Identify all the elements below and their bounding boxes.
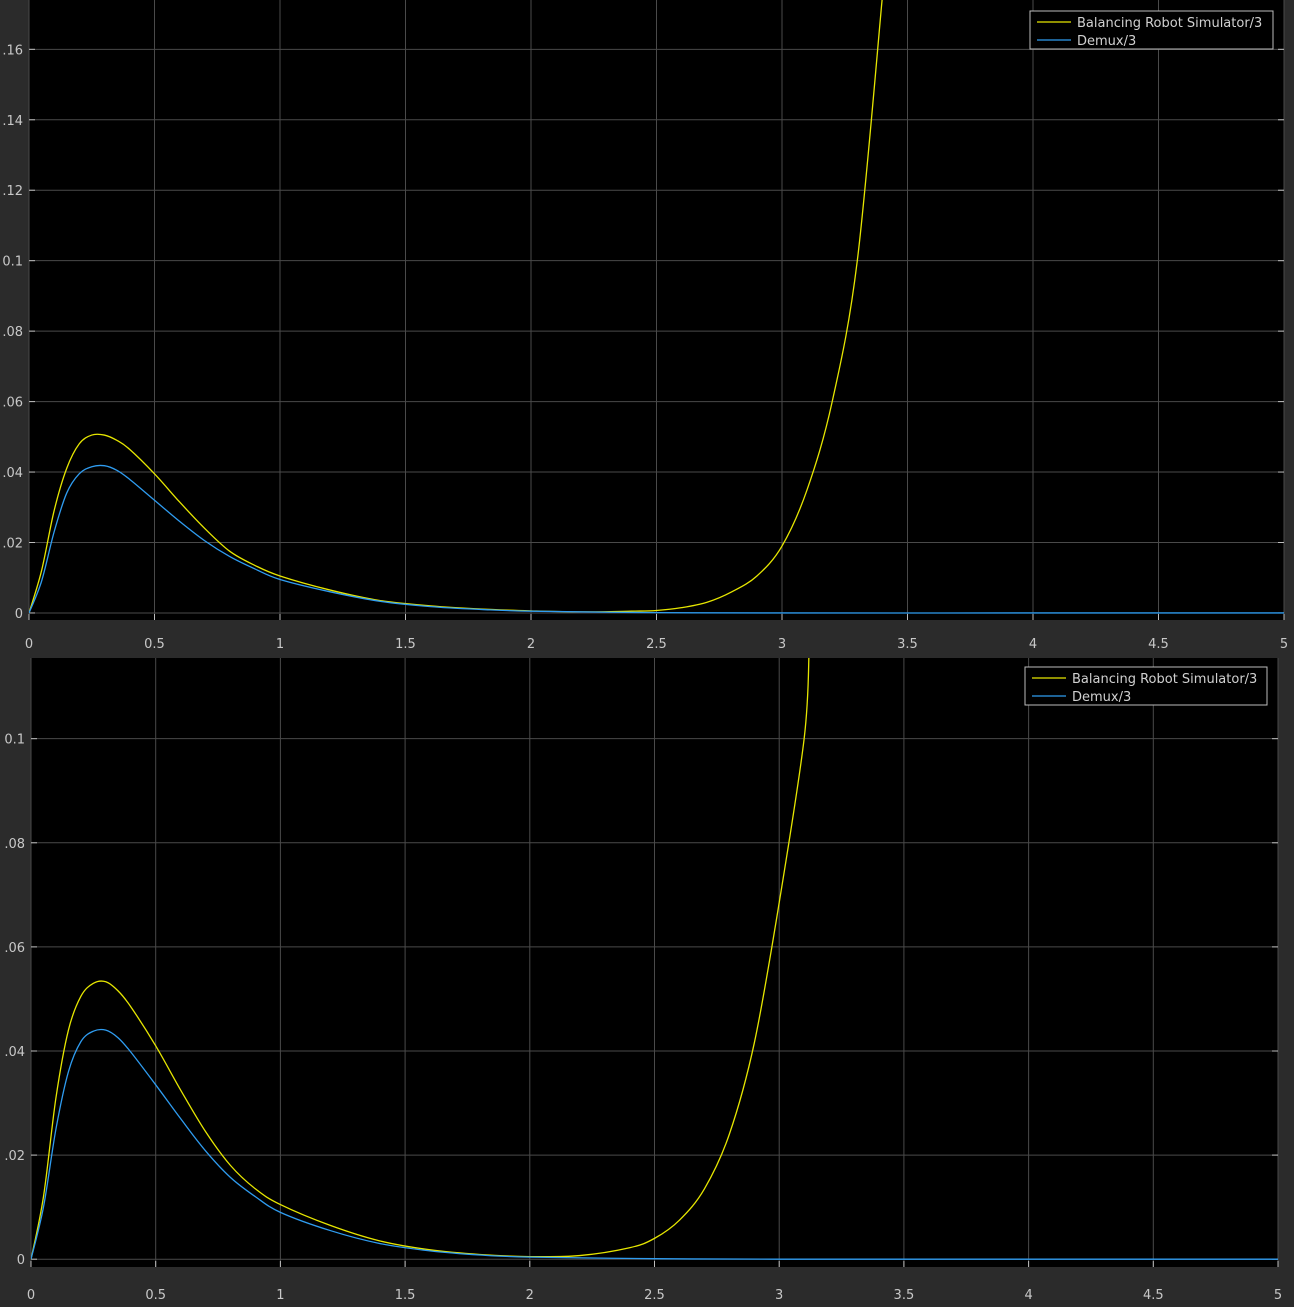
x-tick-label: 3 [775,1288,783,1303]
x-tick-label: 4 [1029,637,1037,652]
x-tick-label: 0.5 [144,637,165,652]
y-tick-label: .02 [2,537,23,552]
legend-label: Balancing Robot Simulator/3 [1072,672,1257,687]
y-tick-label: .16 [2,43,23,58]
x-tick-label: 1 [276,1288,284,1303]
x-tick-label: 5 [1274,1288,1282,1303]
y-tick-label: .06 [4,941,25,956]
x-tick-label: 2 [527,637,535,652]
x-tick-label: 3.5 [894,1288,915,1303]
x-tick-label: 0 [25,637,33,652]
x-tick-label: 3 [778,637,786,652]
chart-top: 0 0.5 1 1.5 2 2.5 3 3.5 4 4.5 5 0 .02 .04 .06 .08 0.1 .12… [2,0,1288,652]
y-tick-label: .06 [2,396,23,411]
x-tick-label: 1.5 [395,637,416,652]
y-tick-label: 0 [17,1253,25,1268]
x-tick-label: 0.5 [145,1288,166,1303]
y-tick-label: 0.1 [2,255,23,270]
y-tick-label: .14 [2,114,23,129]
legend-label: Balancing Robot Simulator/3 [1077,16,1262,31]
plot-panel-bottom: 0 0.5 1 1.5 2 2.5 3 3.5 4 4.5 5 0 .02 .04 .06 .08 0.1 Bal… [0,656,1294,1307]
y-tick-label: .04 [2,466,23,481]
x-tick-label: 1.5 [395,1288,416,1303]
y-tick-label: .02 [4,1149,25,1164]
x-tick-label: 2.5 [646,637,667,652]
legend-box [1029,10,1274,50]
x-tick-label: 4.5 [1148,637,1169,652]
x-tick-label: 2 [526,1288,534,1303]
y-tick-label: 0.1 [4,733,25,748]
plot-panel-top: 0 0.5 1 1.5 2 2.5 3 3.5 4 4.5 5 0 .02 .04 .06 .08 0.1 .12… [2,0,1288,652]
chart-bottom: 0 0.5 1 1.5 2 2.5 3 3.5 4 4.5 5 0 .02 .04 .06 .08 0.1 Bal… [4,658,1282,1303]
y-tick-label: 0 [15,607,23,622]
legend: Balancing Robot Simulator/3 Demux/3 [1029,10,1274,50]
x-tick-label: 2.5 [644,1288,665,1303]
legend-label: Demux/3 [1072,690,1131,705]
y-tick-label: .12 [2,184,23,199]
x-tick-label: 3.5 [897,637,918,652]
series-line-balancing-robot-simulator [31,658,810,1260]
series-line-demux [31,1028,1278,1260]
x-tick-label: 0 [27,1288,35,1303]
y-tick-label: .08 [2,325,23,340]
x-tick-label: 1 [276,637,284,652]
y-tick-label: .08 [4,837,25,852]
x-tick-label: 4 [1024,1288,1032,1303]
series-line-demux [29,464,1284,614]
x-tick-label: 4.5 [1143,1288,1164,1303]
legend-box [1024,666,1268,706]
legend: Balancing Robot Simulator/3 Demux/3 [1024,666,1268,706]
x-tick-label: 5 [1280,637,1288,652]
y-tick-label: .04 [4,1045,25,1060]
legend-label: Demux/3 [1077,34,1136,49]
